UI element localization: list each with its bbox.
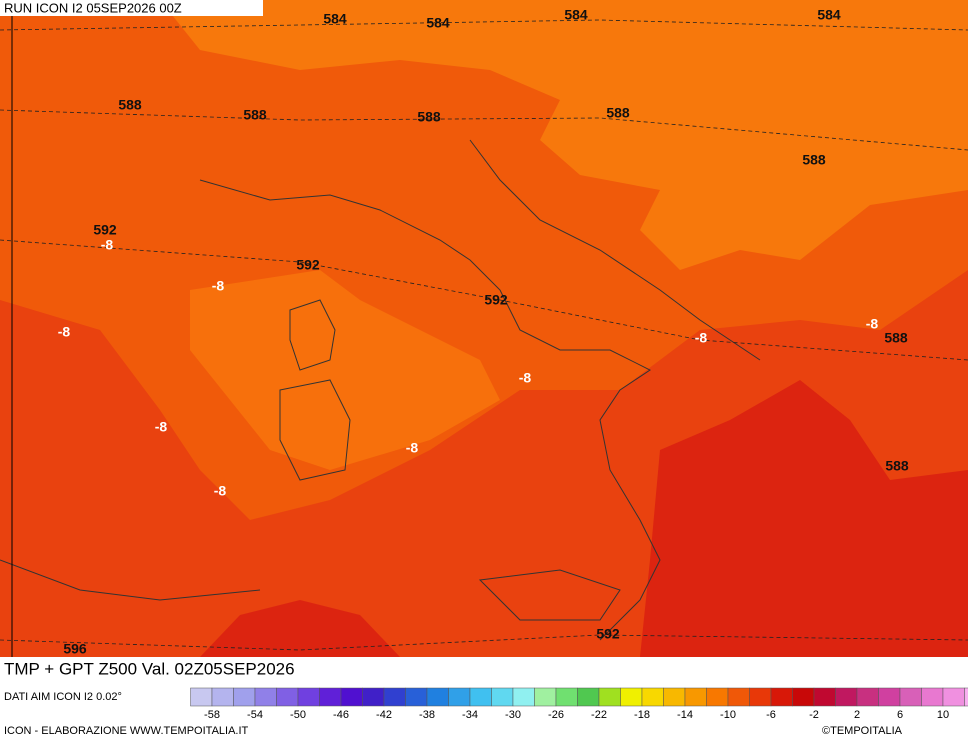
- colorbar-swatch: [190, 687, 213, 707]
- colorbar-swatch: [211, 687, 234, 707]
- colorbar-swatch: [383, 687, 406, 707]
- warm-region: [160, 0, 968, 270]
- isotherm-label: -8: [58, 324, 71, 340]
- colorbar-swatch: [921, 687, 944, 707]
- colorbar-swatch: [555, 687, 578, 707]
- hottest-region: [200, 600, 400, 657]
- colorbar-label: -42: [376, 709, 392, 721]
- run-label: RUN ICON I2 05SEP2026 00Z: [4, 0, 182, 15]
- isotherm-label: -8: [212, 278, 225, 294]
- colorbar-swatch: [233, 687, 256, 707]
- colorbar-swatch: [835, 687, 858, 707]
- isotherm-label: -8: [695, 330, 708, 346]
- colorbar-swatch: [706, 687, 729, 707]
- colorbar-swatch: [577, 687, 600, 707]
- isohypse-label: 584: [564, 7, 588, 23]
- colorbar-swatch: [297, 687, 320, 707]
- colorbar-swatch: [405, 687, 428, 707]
- colorbar-swatch: [813, 687, 836, 707]
- colorbar-label: -58: [204, 709, 220, 721]
- isohypse-label: 588: [243, 107, 267, 123]
- colorbar-swatch: [899, 687, 922, 707]
- title-box: [0, 657, 413, 683]
- colorbar-swatch: [319, 687, 342, 707]
- colorbar-label: -2: [809, 709, 819, 721]
- isotherm-label: -8: [406, 440, 419, 456]
- map: [0, 0, 968, 657]
- source: DATI AIM ICON I2 0.02°: [4, 691, 122, 703]
- colorbar: -58 -54 -50 -46 -42 -38 -34 -30 -26 -22 -18 -14 -10-…: [190, 687, 968, 721]
- colorbar-label: 6: [897, 709, 903, 721]
- colorbar-label: -38: [419, 709, 435, 721]
- isohypse-label: 588: [884, 330, 908, 346]
- colorbar-swatch: [792, 687, 815, 707]
- colorbar-swatch: [448, 687, 471, 707]
- colorbar-swatch: [878, 687, 901, 707]
- hottest-region: [640, 380, 968, 657]
- isotherm-label: -8: [155, 419, 168, 435]
- colorbar-label: -50: [290, 709, 306, 721]
- colorbar-label: -6: [766, 709, 776, 721]
- colorbar-swatch: [663, 687, 686, 707]
- colorbar-swatch: [491, 687, 514, 707]
- colorbar-swatch: [684, 687, 707, 707]
- map-title: TMP + GPT Z500 Val. 02Z05SEP2026: [4, 659, 295, 678]
- isohypse-label: 592: [93, 222, 117, 238]
- colorbar-swatch: [362, 687, 385, 707]
- isohypse-label: 588: [606, 105, 630, 121]
- colorbar-swatch: [469, 687, 492, 707]
- colorbar-label: 2: [854, 709, 860, 721]
- isohypse-label: 588: [885, 458, 909, 474]
- colorbar-swatch: [620, 687, 643, 707]
- colorbar-swatch: [340, 687, 363, 707]
- header-box: [0, 0, 263, 16]
- isohypse-label: 592: [484, 292, 508, 308]
- contour-labels: 584 584 584 584 588 588 588 588 588 588 588 592 592 5…: [58, 7, 909, 657]
- colorbar-label: -54: [247, 709, 263, 721]
- colorbar-swatch: [512, 687, 535, 707]
- isohypse-label: 592: [296, 257, 320, 273]
- isohypse-label: 592: [596, 626, 620, 642]
- colorbar-swatch: [254, 687, 277, 707]
- colorbar-swatch: [534, 687, 557, 707]
- copyright: ©TEMPOITALIA: [822, 725, 903, 737]
- colorbar-swatch: [749, 687, 772, 707]
- isohypse-label: 596: [63, 641, 87, 657]
- colorbar-swatch: [727, 687, 750, 707]
- colorbar-swatch: [426, 687, 449, 707]
- isotherm-label: -8: [214, 483, 227, 499]
- colorbar-label: -34: [462, 709, 478, 721]
- warm-region: [190, 270, 500, 470]
- isotherm-label: -8: [866, 316, 879, 332]
- colorbar-label: -10: [720, 709, 736, 721]
- colorbar-swatch: [641, 687, 664, 707]
- credit: ICON - ELABORAZIONE WWW.TEMPOITALIA.IT: [4, 725, 249, 737]
- colorbar-label: -26: [548, 709, 564, 721]
- isohypse-label: 584: [817, 7, 841, 23]
- coastlines: [0, 139, 761, 641]
- colorbar-swatch: [942, 687, 965, 707]
- colorbar-swatch: [598, 687, 621, 707]
- isotherm-label: -8: [519, 370, 532, 386]
- colorbar-label: 10: [937, 709, 949, 721]
- colorbar-swatch: [856, 687, 879, 707]
- colorbar-swatch: [770, 687, 793, 707]
- isohypse-label: 588: [417, 109, 441, 125]
- colorbar-label: -30: [505, 709, 521, 721]
- colorbar-label: -22: [591, 709, 607, 721]
- isohypse-label: 588: [118, 97, 142, 113]
- isohypse-label: 588: [802, 152, 826, 168]
- isohypse-label: 584: [426, 15, 450, 31]
- colorbar-label: -46: [333, 709, 349, 721]
- isohypses: [0, 19, 968, 651]
- isotherm-label: -8: [101, 237, 114, 253]
- colorbar-swatch: [276, 687, 299, 707]
- isohypse-label: 584: [323, 11, 347, 27]
- colorbar-label: -14: [677, 709, 693, 721]
- colorbar-swatch: [964, 687, 968, 707]
- colorbar-label: -18: [634, 709, 650, 721]
